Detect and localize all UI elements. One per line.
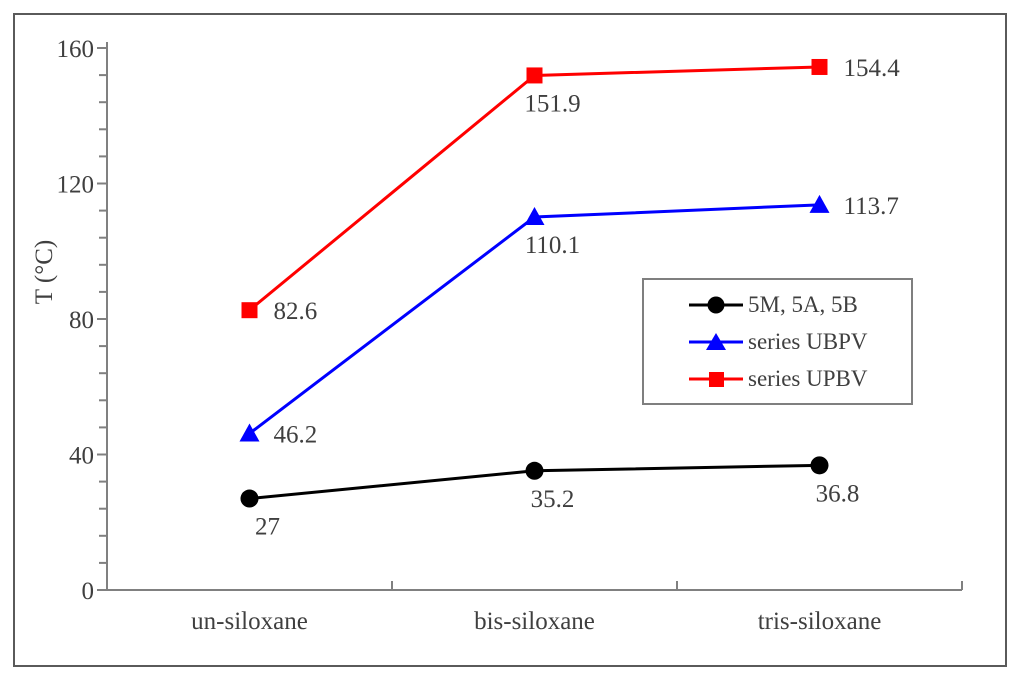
data-label-s2-p0: 82.6 bbox=[274, 298, 318, 325]
data-label-s0-p1: 35.2 bbox=[531, 486, 575, 513]
figure-border bbox=[13, 13, 1007, 667]
y-tick-label-80: 80 bbox=[69, 307, 94, 334]
series-2-marker-0 bbox=[241, 302, 258, 319]
y-tick-label-120: 120 bbox=[57, 172, 95, 199]
series-0-marker-2 bbox=[810, 456, 829, 475]
legend-marker-square bbox=[689, 371, 743, 387]
data-label-s1-p1: 110.1 bbox=[525, 232, 580, 259]
series-1-marker-0 bbox=[239, 423, 260, 442]
data-label-s1-p2: 113.7 bbox=[844, 193, 899, 220]
series-1-marker-2 bbox=[809, 194, 830, 213]
series-1-marker-1 bbox=[524, 207, 545, 226]
y-tick-label-0: 0 bbox=[82, 578, 95, 605]
series-2-marker-2 bbox=[811, 58, 828, 75]
x-category-label-1: bis-siloxane bbox=[474, 608, 595, 635]
data-label-s1-p0: 46.2 bbox=[274, 421, 318, 448]
legend-label: series UPBV bbox=[748, 365, 868, 391]
legend-item-series-upbv: series UPBV bbox=[686, 363, 911, 395]
legend-label: series UBPV bbox=[748, 328, 868, 354]
legend-box: 5M, 5A, 5B series UBPV series UPBV bbox=[642, 278, 913, 405]
legend-item-5m-5a-5b: 5M, 5A, 5B bbox=[686, 289, 911, 321]
legend-marker-triangle bbox=[689, 332, 743, 350]
y-axis-title: T (°C) bbox=[31, 240, 58, 304]
data-label-s2-p2: 154.4 bbox=[844, 55, 901, 82]
x-category-label-0: un-siloxane bbox=[191, 608, 308, 635]
x-category-label-2: tris-siloxane bbox=[758, 608, 882, 635]
legend-item-series-ubpv: series UBPV bbox=[686, 326, 911, 358]
data-label-s2-p1: 151.9 bbox=[524, 90, 580, 117]
legend-label: 5M, 5A, 5B bbox=[748, 291, 858, 317]
data-label-s0-p2: 36.8 bbox=[816, 480, 860, 507]
data-label-s0-p0: 27 bbox=[255, 514, 280, 541]
series-0-marker-1 bbox=[525, 461, 544, 480]
series-2-marker-1 bbox=[526, 67, 543, 84]
legend-marker-circle bbox=[689, 296, 743, 313]
series-0-marker-0 bbox=[240, 489, 259, 508]
y-tick-label-160: 160 bbox=[57, 36, 95, 63]
y-tick-label-40: 40 bbox=[69, 443, 94, 470]
